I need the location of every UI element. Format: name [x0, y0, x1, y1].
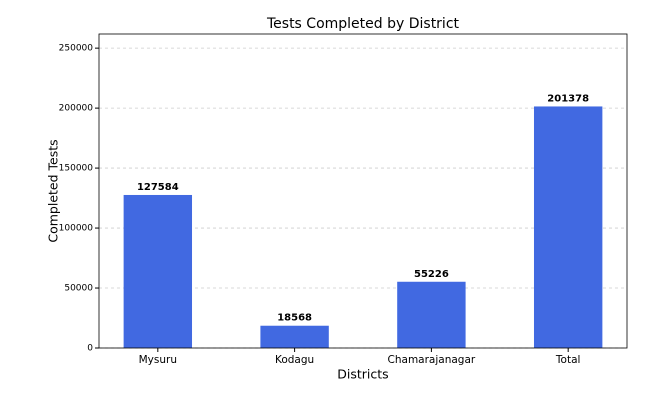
value-label: 127584 — [137, 182, 179, 193]
x-tick-label: Chamarajanagar — [388, 354, 476, 366]
value-label: 55226 — [414, 269, 449, 280]
x-tick-label: Mysuru — [139, 354, 177, 366]
y-tick-label: 50000 — [64, 284, 93, 294]
y-tick-label: 0 — [87, 344, 93, 354]
x-tick-label: Total — [555, 354, 581, 366]
bar — [397, 281, 466, 348]
x-axis-label: Districts — [337, 367, 388, 382]
y-tick-label: 250000 — [59, 44, 94, 54]
y-tick-label: 100000 — [59, 224, 94, 234]
y-tick-label: 200000 — [59, 104, 94, 114]
bar — [533, 106, 603, 348]
bar — [123, 194, 193, 348]
bar — [260, 325, 329, 348]
plot-frame — [98, 33, 628, 349]
x-tick-label: Kodagu — [275, 354, 314, 366]
value-label: 18568 — [277, 313, 312, 324]
value-label: 201378 — [547, 93, 589, 104]
y-axis-label: Completed Tests — [46, 139, 61, 242]
chart-title: Tests Completed by District — [266, 16, 460, 32]
y-tick-label: 150000 — [59, 164, 94, 174]
